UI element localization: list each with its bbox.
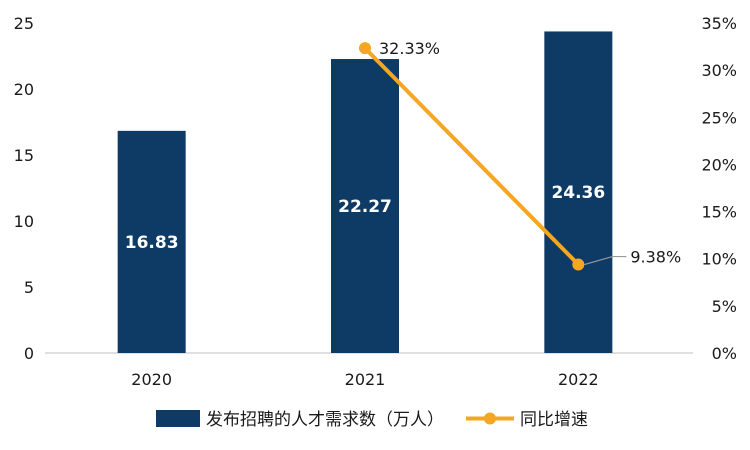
- x-tick-label: 2020: [131, 370, 172, 389]
- growth-line: [363, 46, 580, 266]
- y-left-tick-label: 20: [14, 80, 34, 99]
- bar: [544, 31, 613, 354]
- y-right-tick-label: 30%: [701, 61, 737, 80]
- bar: [117, 130, 186, 353]
- x-tick-label: 2021: [345, 370, 386, 389]
- bar-value-label: 22.27: [338, 197, 392, 217]
- y-left-tick-label: 5: [24, 278, 34, 297]
- y-right-tick-label: 20%: [701, 155, 737, 174]
- x-tick-label: 2022: [558, 370, 599, 389]
- growth-point-label: 32.33%: [379, 39, 440, 58]
- bar: [331, 59, 399, 353]
- y-right-tick-label: 25%: [701, 108, 737, 127]
- bar-value-label: 16.83: [125, 233, 179, 253]
- growth-point: [359, 42, 371, 55]
- bar-series: 16.83 22.27 24.36: [117, 31, 613, 354]
- growth-point-label: 9.38%: [630, 248, 681, 267]
- legend-bar-label: 发布招聘的人才需求数（万人）: [206, 410, 444, 430]
- legend-bar-swatch: [156, 410, 200, 427]
- y-right-tick-label: 0%: [712, 344, 737, 363]
- bar-value-label: 24.36: [551, 183, 605, 203]
- y-right-tick-label: 5%: [712, 297, 737, 316]
- y-right-tick-label: 35%: [701, 14, 737, 33]
- y-left-tick-label: 25: [14, 14, 34, 33]
- y-right-tick-label: 15%: [701, 203, 737, 222]
- legend: 发布招聘的人才需求数（万人） 同比增速: [156, 410, 588, 430]
- y-left-tick-label: 10: [14, 212, 34, 231]
- line-series: 32.33% 9.38%: [359, 39, 681, 271]
- legend-line-marker: [484, 412, 496, 425]
- y-left-tick-label: 0: [24, 344, 34, 363]
- axes: 0 5 10 15 20 25 0% 5% 10% 15% 20% 25% 30% 35% 2020 2021…: [14, 14, 737, 389]
- y-left-tick-label: 15: [14, 146, 34, 165]
- growth-point: [572, 258, 585, 271]
- y-right-tick-label: 10%: [701, 250, 737, 269]
- label-leader-line: [584, 255, 627, 266]
- legend-line-label: 同比增速: [520, 410, 588, 430]
